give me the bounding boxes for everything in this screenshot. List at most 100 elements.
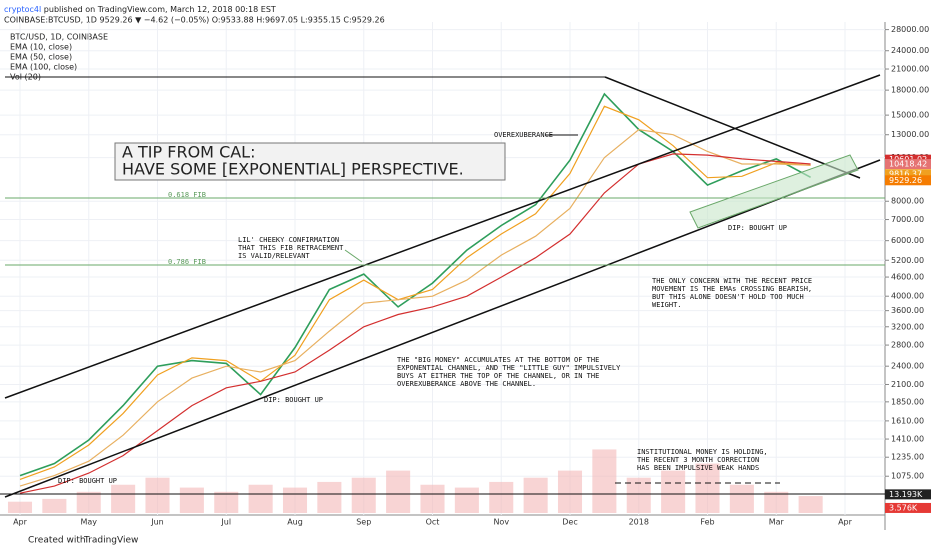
channel-bottom [4,159,881,498]
x-tick-label: Apr [838,518,853,527]
y-tick-label: 13000.00 [891,130,929,139]
y-tick-label: 1850.00 [891,397,924,406]
ohlc: COINBASE:BTCUSD, 1D 9529.26 ▼ −4.62 (−0.… [4,16,385,25]
y-tick-label: 3200.00 [891,322,924,331]
legend-entry: EMA (100, close) [10,63,77,72]
annotation: INSTITUTIONAL MONEY IS HOLDING, [637,448,768,456]
annotation: THAT THIS FIB RETRACEMENT [238,244,344,252]
y-tick-label: 2100.00 [891,380,924,389]
x-tick-label: Mar [769,518,785,527]
price-tag-label: 9816.37 [889,170,922,179]
price-tag-label: 9529.26 [889,176,922,185]
annotation: BUYS AT EITHER THE TOP OF THE CHANNEL, O… [397,372,599,380]
volume-tag-label: 13.193K [889,490,923,499]
annotation: THE "BIG MONEY" ACCUMULATES AT THE BOTTO… [397,356,599,364]
annotation: EXPONENTIAL CHANNEL, AND THE "LITTLE GUY… [397,364,621,372]
volume-bar [661,470,686,513]
annotation: DIP: BOUGHT UP [728,224,787,232]
trendlines [4,74,881,498]
volume-bar [489,481,514,513]
volume-bar [282,487,308,513]
y-tick-label: 5200.00 [891,256,924,265]
annotation: 0.618 FIB [168,191,206,199]
volume-bar [626,477,651,513]
x-tick-label: May [80,518,97,527]
annotation: WEIGHT. [652,301,682,309]
x-tick-label: Apr [13,518,28,527]
volume-bar [351,477,376,513]
y-tick-label: 2400.00 [891,362,924,371]
x-tick-label: Feb [700,518,714,527]
y-tick-label: 1410.00 [891,435,924,444]
annotation: HAVE SOME [EXPONENTIAL] PERSPECTIVE. [122,160,464,179]
volume-bar [145,477,170,513]
y-tick-label: 24000.00 [891,46,929,55]
volume-bar [523,477,548,513]
x-tick-label: Jun [150,518,164,527]
annotation: 0.786 FIB [168,258,206,266]
annotation: A TIP FROM CAL: [122,143,255,162]
annotation: OVEREXUBERANCE ABOVE THE CHANNEL. [397,380,536,388]
legend-entry: EMA (50, close) [10,53,72,62]
x-tick-label: Oct [426,518,440,527]
legend-entry: EMA (10, close) [10,43,72,52]
annotation: OVEREXUBERANCE [494,131,553,139]
price-pane [0,22,885,515]
support-zone [689,154,859,229]
descending-line [604,76,861,179]
annotation: IS VALID/RELEVANT [238,252,310,260]
x-tick-label: Jul [220,518,231,527]
volume-bar [798,496,823,513]
y-tick-label: 18000.00 [891,86,929,95]
annotation: THE ONLY CONCERN WITH THE RECENT PRICE [652,277,812,285]
annotation: BUT THIS ALONE DOESN'T HOLD TOO MUCH [652,293,804,301]
legend-entry: Vol (20) [10,73,41,82]
volume-tag [885,489,931,500]
y-tick-label: 28000.00 [891,25,929,34]
price-tag [885,175,931,186]
volume-bar [317,481,342,513]
volume-bar [695,463,720,513]
annotation: DIP: BOUGHT UP [58,477,117,485]
price-tag [885,159,931,170]
y-tick-label: 4000.00 [891,292,924,301]
price-tag-label: 10418.42 [889,160,927,169]
y-tick-label: 2800.00 [891,341,924,350]
volume-bar [111,484,136,513]
volume-tag [885,502,931,513]
annotation: MOVEMENT IS THE EMAs CROSSING BEARISH, [652,285,812,293]
annotation: DIP: BOUGHT UP [264,396,323,404]
y-tick-label: 1235.00 [891,453,924,462]
y-tick-label: 1075.00 [891,472,924,481]
y-tick-label: 8000.00 [891,197,924,206]
y-tick-label: 4600.00 [891,273,924,282]
series-line [19,105,811,480]
y-tick-label: 15000.00 [891,111,929,120]
tip-box [114,142,506,181]
volume-bar [592,449,617,513]
x-tick-label: Sep [356,518,371,527]
volume-bar [386,470,411,513]
header: cryptoc4l published on TradingView.com, … [4,5,276,14]
y-tick-label: 3600.00 [891,306,924,315]
author: cryptoc4l [4,5,41,14]
volume-bar [7,501,33,513]
volume-bar [179,487,204,513]
volume-bar [420,484,445,513]
x-tick-label: Nov [493,518,509,527]
volume-bar [248,484,273,513]
volume-bar [764,491,789,513]
y-tick-label: 7000.00 [891,215,924,224]
volume-bar [42,498,67,513]
annotation: LIL' CHEEKY CONFIRMATION [238,236,339,244]
annotation: HAS BEEN IMPULSIVE WEAK HANDS [637,464,759,472]
price-tag [885,169,931,180]
x-tick-label: 2018 [629,518,649,527]
series-line [19,153,811,494]
volume-bar [729,484,754,513]
annotation: THE RECENT 3 MONTH CORRECTION [637,456,759,464]
y-tick-label: 1610.00 [891,416,924,425]
footer-created: Created with [28,536,86,546]
